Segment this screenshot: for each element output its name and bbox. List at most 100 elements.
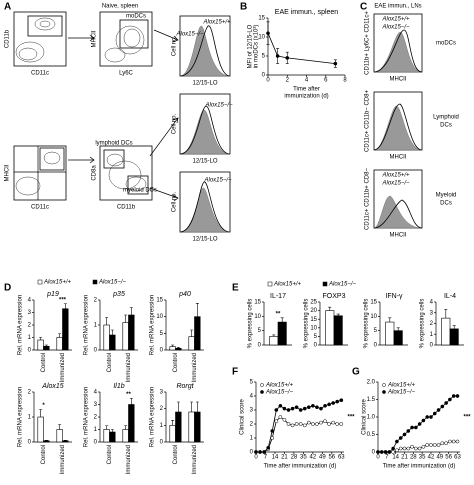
x-tick-label: 56 xyxy=(328,455,335,461)
error-bar xyxy=(58,333,62,338)
bar xyxy=(103,429,110,443)
histogram xyxy=(373,199,423,229)
contour xyxy=(15,176,41,196)
x-tick-label: 35 xyxy=(419,455,426,461)
y-tick-label: 1 xyxy=(160,423,164,429)
y-tick-label: 1 xyxy=(28,415,32,421)
bar xyxy=(43,345,50,351)
error-bar xyxy=(124,314,128,323)
bar xyxy=(128,404,135,443)
y-tick-label: 1 xyxy=(28,335,32,341)
annotation: *** xyxy=(463,415,471,421)
marker xyxy=(323,403,327,408)
marker xyxy=(451,394,456,398)
x-axis-label: immunization (d) xyxy=(284,94,328,100)
y-tick-label: 3 xyxy=(28,310,32,316)
panel-label: E xyxy=(232,283,239,294)
marker xyxy=(282,406,287,411)
flow-label: CD11c+ CD11b+ CD8− xyxy=(365,168,371,230)
y-tick-label: 5 xyxy=(258,328,262,334)
contour xyxy=(18,47,38,61)
bar xyxy=(175,348,182,351)
y-tick-label: 5 xyxy=(314,334,318,340)
marker xyxy=(274,408,279,412)
annotation: ** xyxy=(126,392,131,398)
bar xyxy=(103,324,110,351)
marker xyxy=(425,415,430,419)
legend-marker xyxy=(260,383,264,387)
y-tick-label: 2 xyxy=(28,323,32,329)
x-tick-label: Immunized xyxy=(192,445,198,474)
y-tick-label: 3 xyxy=(160,390,164,396)
legend-label: Alox15+/+ xyxy=(43,280,72,286)
y-tick-label: 1 xyxy=(430,332,434,338)
y-tick-label: 0 xyxy=(94,348,98,354)
flow-label: Alox15−/− xyxy=(381,181,410,187)
marker xyxy=(285,56,290,60)
y-axis-label: % expressing cells xyxy=(420,299,426,349)
flow-label: CD11c xyxy=(31,71,49,77)
error-bar xyxy=(39,337,43,340)
y-tick-label: 2 xyxy=(250,422,254,428)
y-tick-label: 0.5 xyxy=(367,432,376,438)
bar xyxy=(122,429,129,443)
flow-label: EAE immun., LNs xyxy=(374,4,421,10)
y-tick-label: 5 xyxy=(262,54,266,60)
gate xyxy=(103,149,125,169)
y-tick-label: 3 xyxy=(250,408,254,414)
error-bar xyxy=(58,424,62,430)
legend-label: Alox15−/− xyxy=(387,390,416,396)
marker xyxy=(282,417,287,422)
marker xyxy=(421,444,426,449)
y-axis-label: Clinical score xyxy=(240,399,246,435)
panel-label: F xyxy=(232,367,238,378)
y-tick-label: 3 xyxy=(94,402,98,408)
legend-marker xyxy=(382,390,386,394)
chart-title: IL-4 xyxy=(444,293,456,300)
y-tick-label: 0 xyxy=(372,450,376,456)
x-tick-label: 28 xyxy=(410,455,417,461)
flow-label: Alox15−/− xyxy=(175,32,204,38)
x-tick-label: 14 xyxy=(272,455,279,461)
bar xyxy=(269,336,279,346)
chart-title: Alox15 xyxy=(41,383,64,390)
bar xyxy=(194,411,201,443)
error-bar xyxy=(280,317,284,323)
flow-label: moDCs xyxy=(126,14,146,20)
arrow xyxy=(149,117,179,202)
x-tick-label: Control xyxy=(107,445,113,464)
y-tick-label: 4 xyxy=(430,300,434,306)
bar xyxy=(194,316,201,351)
marker xyxy=(432,443,437,447)
panel-label: A xyxy=(4,2,11,13)
marker xyxy=(402,446,407,451)
legend-marker xyxy=(382,383,386,387)
error-bar xyxy=(63,439,67,441)
y-axis-label: MFI of 12/15-LO xyxy=(248,24,254,68)
chart-title: p40 xyxy=(178,291,191,298)
y-tick-label: 0 xyxy=(314,343,318,349)
y-tick-label: 0 xyxy=(430,343,434,349)
y-tick-label: 5 xyxy=(374,328,378,334)
x-tick-label: 49 xyxy=(436,455,443,461)
y-tick-label: 1.0 xyxy=(367,415,376,421)
histogram xyxy=(373,105,423,151)
y-tick-label: 1 xyxy=(250,436,254,442)
x-tick-label: 14 xyxy=(392,455,399,461)
y-tick-label: 5 xyxy=(160,331,164,337)
contour xyxy=(125,176,147,192)
marker xyxy=(440,404,445,409)
y-axis-label: % expressing cells xyxy=(248,299,254,349)
x-tick-label: 7 xyxy=(385,455,389,461)
dot-plot-frame xyxy=(13,11,67,67)
error-bar xyxy=(190,401,194,412)
marker xyxy=(311,422,315,426)
marker xyxy=(327,402,331,407)
flow-label: 12/15-LO xyxy=(192,81,217,87)
marker xyxy=(302,406,307,411)
y-axis-label: Rel. mRNA expression xyxy=(84,295,90,355)
flow-label: moDCs xyxy=(436,41,456,47)
contour xyxy=(108,160,142,190)
contour xyxy=(115,25,145,55)
marker xyxy=(425,443,430,447)
